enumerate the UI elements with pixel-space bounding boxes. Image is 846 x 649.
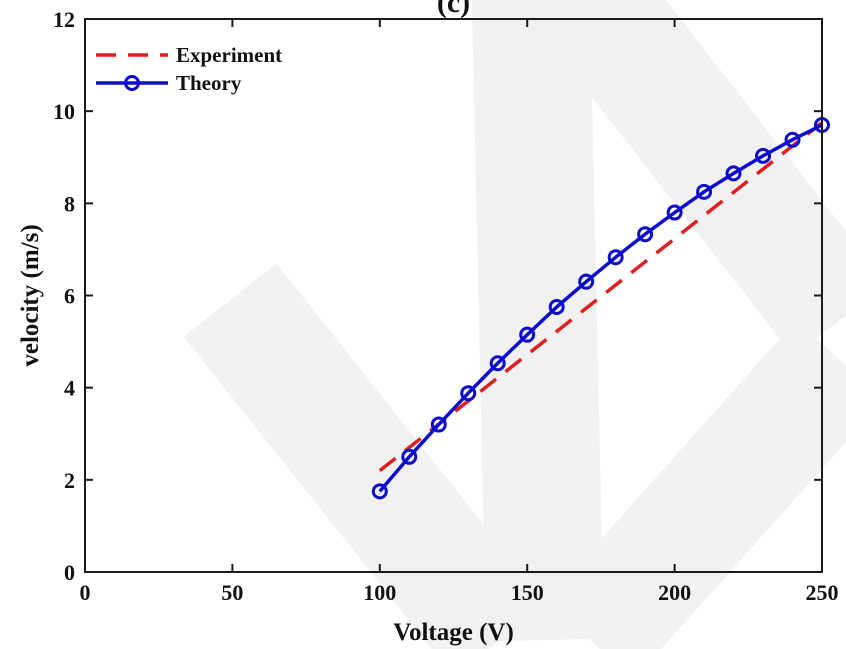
y-tick-label: 4 xyxy=(64,376,75,401)
legend-label-0: Experiment xyxy=(176,43,282,67)
y-tick-label: 6 xyxy=(64,284,75,309)
y-tick-label: 8 xyxy=(64,191,75,216)
y-tick-label: 0 xyxy=(64,560,75,585)
legend-marker-1 xyxy=(124,75,140,91)
x-tick-label: 0 xyxy=(80,580,91,605)
x-tick-label: 150 xyxy=(511,580,544,605)
x-tick-label: 250 xyxy=(806,580,839,605)
watermark-stroke-center xyxy=(471,0,604,642)
series-line-1 xyxy=(378,123,823,493)
legend-label-1: Theory xyxy=(176,71,242,95)
chart-title: (c) xyxy=(437,0,470,19)
legend: Experiment Theory xyxy=(96,43,282,95)
series-layer xyxy=(371,116,830,500)
watermark-stroke-left xyxy=(183,263,547,649)
x-tick-label: 200 xyxy=(658,580,691,605)
data-point xyxy=(430,416,447,433)
data-point xyxy=(666,204,683,221)
y-tick-label: 2 xyxy=(64,468,75,493)
x-tick-label: 100 xyxy=(363,580,396,605)
y-axis-label: velocity (m/s) xyxy=(17,224,44,366)
data-point xyxy=(519,326,536,343)
x-tick-label: 50 xyxy=(221,580,243,605)
data-point xyxy=(371,483,388,500)
data-point xyxy=(489,355,506,372)
data-point xyxy=(578,273,595,290)
data-point xyxy=(696,183,713,200)
data-point xyxy=(401,448,418,465)
watermark-stroke-bottom xyxy=(545,320,846,649)
data-point xyxy=(548,299,565,316)
data-point xyxy=(755,147,772,164)
x-axis-label: Voltage (V) xyxy=(393,619,514,646)
y-tick-label: 12 xyxy=(53,7,75,32)
y-tick-label: 10 xyxy=(53,99,75,124)
data-point xyxy=(784,131,801,148)
watermark-z xyxy=(183,0,846,649)
data-point xyxy=(460,385,477,402)
data-point xyxy=(725,165,742,182)
data-point xyxy=(637,226,654,243)
data-point xyxy=(607,249,624,266)
ticks: 0 50 100 150 200 250 0 2 4 6 8 10 12 xyxy=(53,7,839,605)
watermark-stroke-right xyxy=(516,0,846,357)
